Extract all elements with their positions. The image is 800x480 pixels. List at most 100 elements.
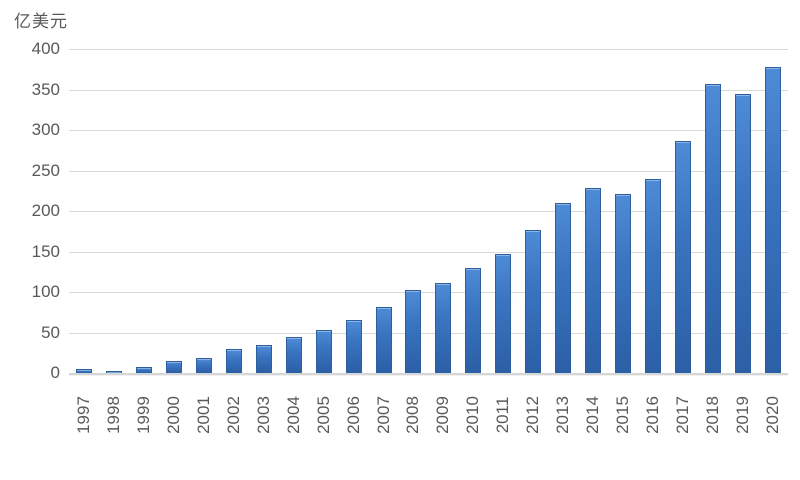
x-slot: 2000 bbox=[159, 379, 189, 451]
bar-slot bbox=[159, 49, 189, 373]
x-slot: 2020 bbox=[758, 379, 788, 451]
x-tick-label: 2001 bbox=[193, 396, 213, 434]
x-axis-line bbox=[69, 373, 788, 375]
x-tick-label: 2009 bbox=[433, 396, 453, 434]
bar-2003 bbox=[255, 345, 272, 373]
bar-slot bbox=[398, 49, 428, 373]
bar-2009 bbox=[435, 283, 452, 373]
bar-2004 bbox=[285, 337, 302, 373]
y-tick-label: 150 bbox=[31, 241, 60, 261]
bar-slot bbox=[279, 49, 309, 373]
bar-2007 bbox=[375, 307, 392, 373]
y-tick-label: 200 bbox=[31, 201, 60, 220]
bar-slot bbox=[249, 49, 279, 373]
bar-slot bbox=[548, 49, 578, 373]
x-slot: 2016 bbox=[638, 379, 668, 451]
x-slot: 2005 bbox=[309, 379, 339, 451]
bar-slot bbox=[309, 49, 339, 373]
gridline bbox=[69, 292, 788, 293]
bar-2015 bbox=[615, 194, 632, 373]
bar-2006 bbox=[345, 320, 362, 373]
x-tick-label: 2006 bbox=[343, 396, 363, 434]
bar-2012 bbox=[525, 230, 542, 373]
x-tick-label: 2019 bbox=[732, 396, 752, 434]
bar-1998 bbox=[105, 371, 122, 373]
bar-slot bbox=[189, 49, 219, 373]
x-tick-label: 2020 bbox=[762, 396, 782, 434]
bar-slot bbox=[458, 49, 488, 373]
bar-1999 bbox=[135, 367, 152, 373]
bar-2013 bbox=[555, 203, 572, 373]
x-slot: 2009 bbox=[428, 379, 458, 451]
bar-2011 bbox=[495, 254, 512, 373]
bar-2016 bbox=[645, 179, 662, 373]
bar-slot bbox=[758, 49, 788, 373]
bar-slot bbox=[608, 49, 638, 373]
bars-container bbox=[69, 49, 788, 373]
gridline bbox=[69, 49, 788, 50]
x-tick-label: 2015 bbox=[613, 396, 633, 434]
bar-2000 bbox=[165, 361, 182, 373]
x-tick-label: 2016 bbox=[643, 396, 663, 434]
y-tick-label: 100 bbox=[31, 282, 60, 301]
x-slot: 2010 bbox=[458, 379, 488, 451]
x-slot: 2003 bbox=[249, 379, 279, 451]
gridline bbox=[69, 170, 788, 172]
x-tick-label: 2017 bbox=[673, 396, 693, 434]
x-tick-label: 2000 bbox=[163, 396, 183, 434]
bar-slot bbox=[99, 49, 129, 373]
x-tick-label: 2003 bbox=[253, 396, 273, 434]
x-tick-label: 2018 bbox=[702, 396, 722, 434]
bar-slot bbox=[518, 49, 548, 373]
bar-slot bbox=[728, 49, 758, 373]
x-slot: 2018 bbox=[698, 379, 728, 451]
bar-slot bbox=[638, 49, 668, 373]
x-slot: 2019 bbox=[728, 379, 758, 451]
y-tick-label: 0 bbox=[50, 363, 60, 382]
x-tick-label: 2004 bbox=[283, 396, 303, 434]
bar-slot bbox=[369, 49, 399, 373]
y-tick-label: 350 bbox=[31, 79, 60, 99]
x-slot: 1999 bbox=[129, 379, 159, 451]
gridlines bbox=[69, 49, 788, 373]
x-slot: 2017 bbox=[668, 379, 698, 451]
bar-1997 bbox=[75, 369, 92, 373]
bar-slot bbox=[339, 49, 369, 373]
x-tick-label: 2014 bbox=[583, 396, 603, 434]
x-slot: 2012 bbox=[518, 379, 548, 451]
y-axis-tick-labels: 0 50 100 150 200 250 300 350 400 bbox=[0, 0, 60, 480]
x-tick-label: 2008 bbox=[403, 396, 423, 434]
bar-slot bbox=[578, 49, 608, 373]
x-tick-label: 2002 bbox=[223, 396, 243, 434]
x-tick-label: 2005 bbox=[313, 396, 333, 434]
bar-2014 bbox=[585, 188, 602, 373]
x-tick-label: 2007 bbox=[373, 396, 393, 434]
gridline bbox=[69, 332, 788, 334]
x-tick-label: 1997 bbox=[73, 396, 93, 434]
x-slot: 2004 bbox=[279, 379, 309, 451]
x-slot: 2011 bbox=[488, 379, 518, 451]
bar-slot bbox=[698, 49, 728, 373]
x-slot: 2002 bbox=[219, 379, 249, 451]
gridline bbox=[69, 130, 788, 131]
bar-slot bbox=[488, 49, 518, 373]
x-axis-tick-labels: 1997 1998 1999 2000 2001 2002 2003 2004 2005 2006… bbox=[69, 379, 788, 451]
x-slot: 2007 bbox=[369, 379, 399, 451]
y-tick-label: 300 bbox=[31, 120, 60, 139]
x-slot: 2014 bbox=[578, 379, 608, 451]
bar-slot bbox=[219, 49, 249, 373]
x-tick-label: 2013 bbox=[553, 396, 573, 434]
x-slot: 2013 bbox=[548, 379, 578, 451]
x-tick-label: 2011 bbox=[493, 396, 513, 434]
bar-slot bbox=[428, 49, 458, 373]
x-slot: 2015 bbox=[608, 379, 638, 451]
x-slot: 1998 bbox=[99, 379, 129, 451]
bar-2018 bbox=[704, 84, 721, 373]
gridline bbox=[69, 211, 788, 212]
x-tick-label: 2010 bbox=[463, 396, 483, 434]
gridline bbox=[69, 89, 788, 91]
x-tick-label: 2012 bbox=[523, 396, 543, 434]
x-slot: 1997 bbox=[69, 379, 99, 451]
